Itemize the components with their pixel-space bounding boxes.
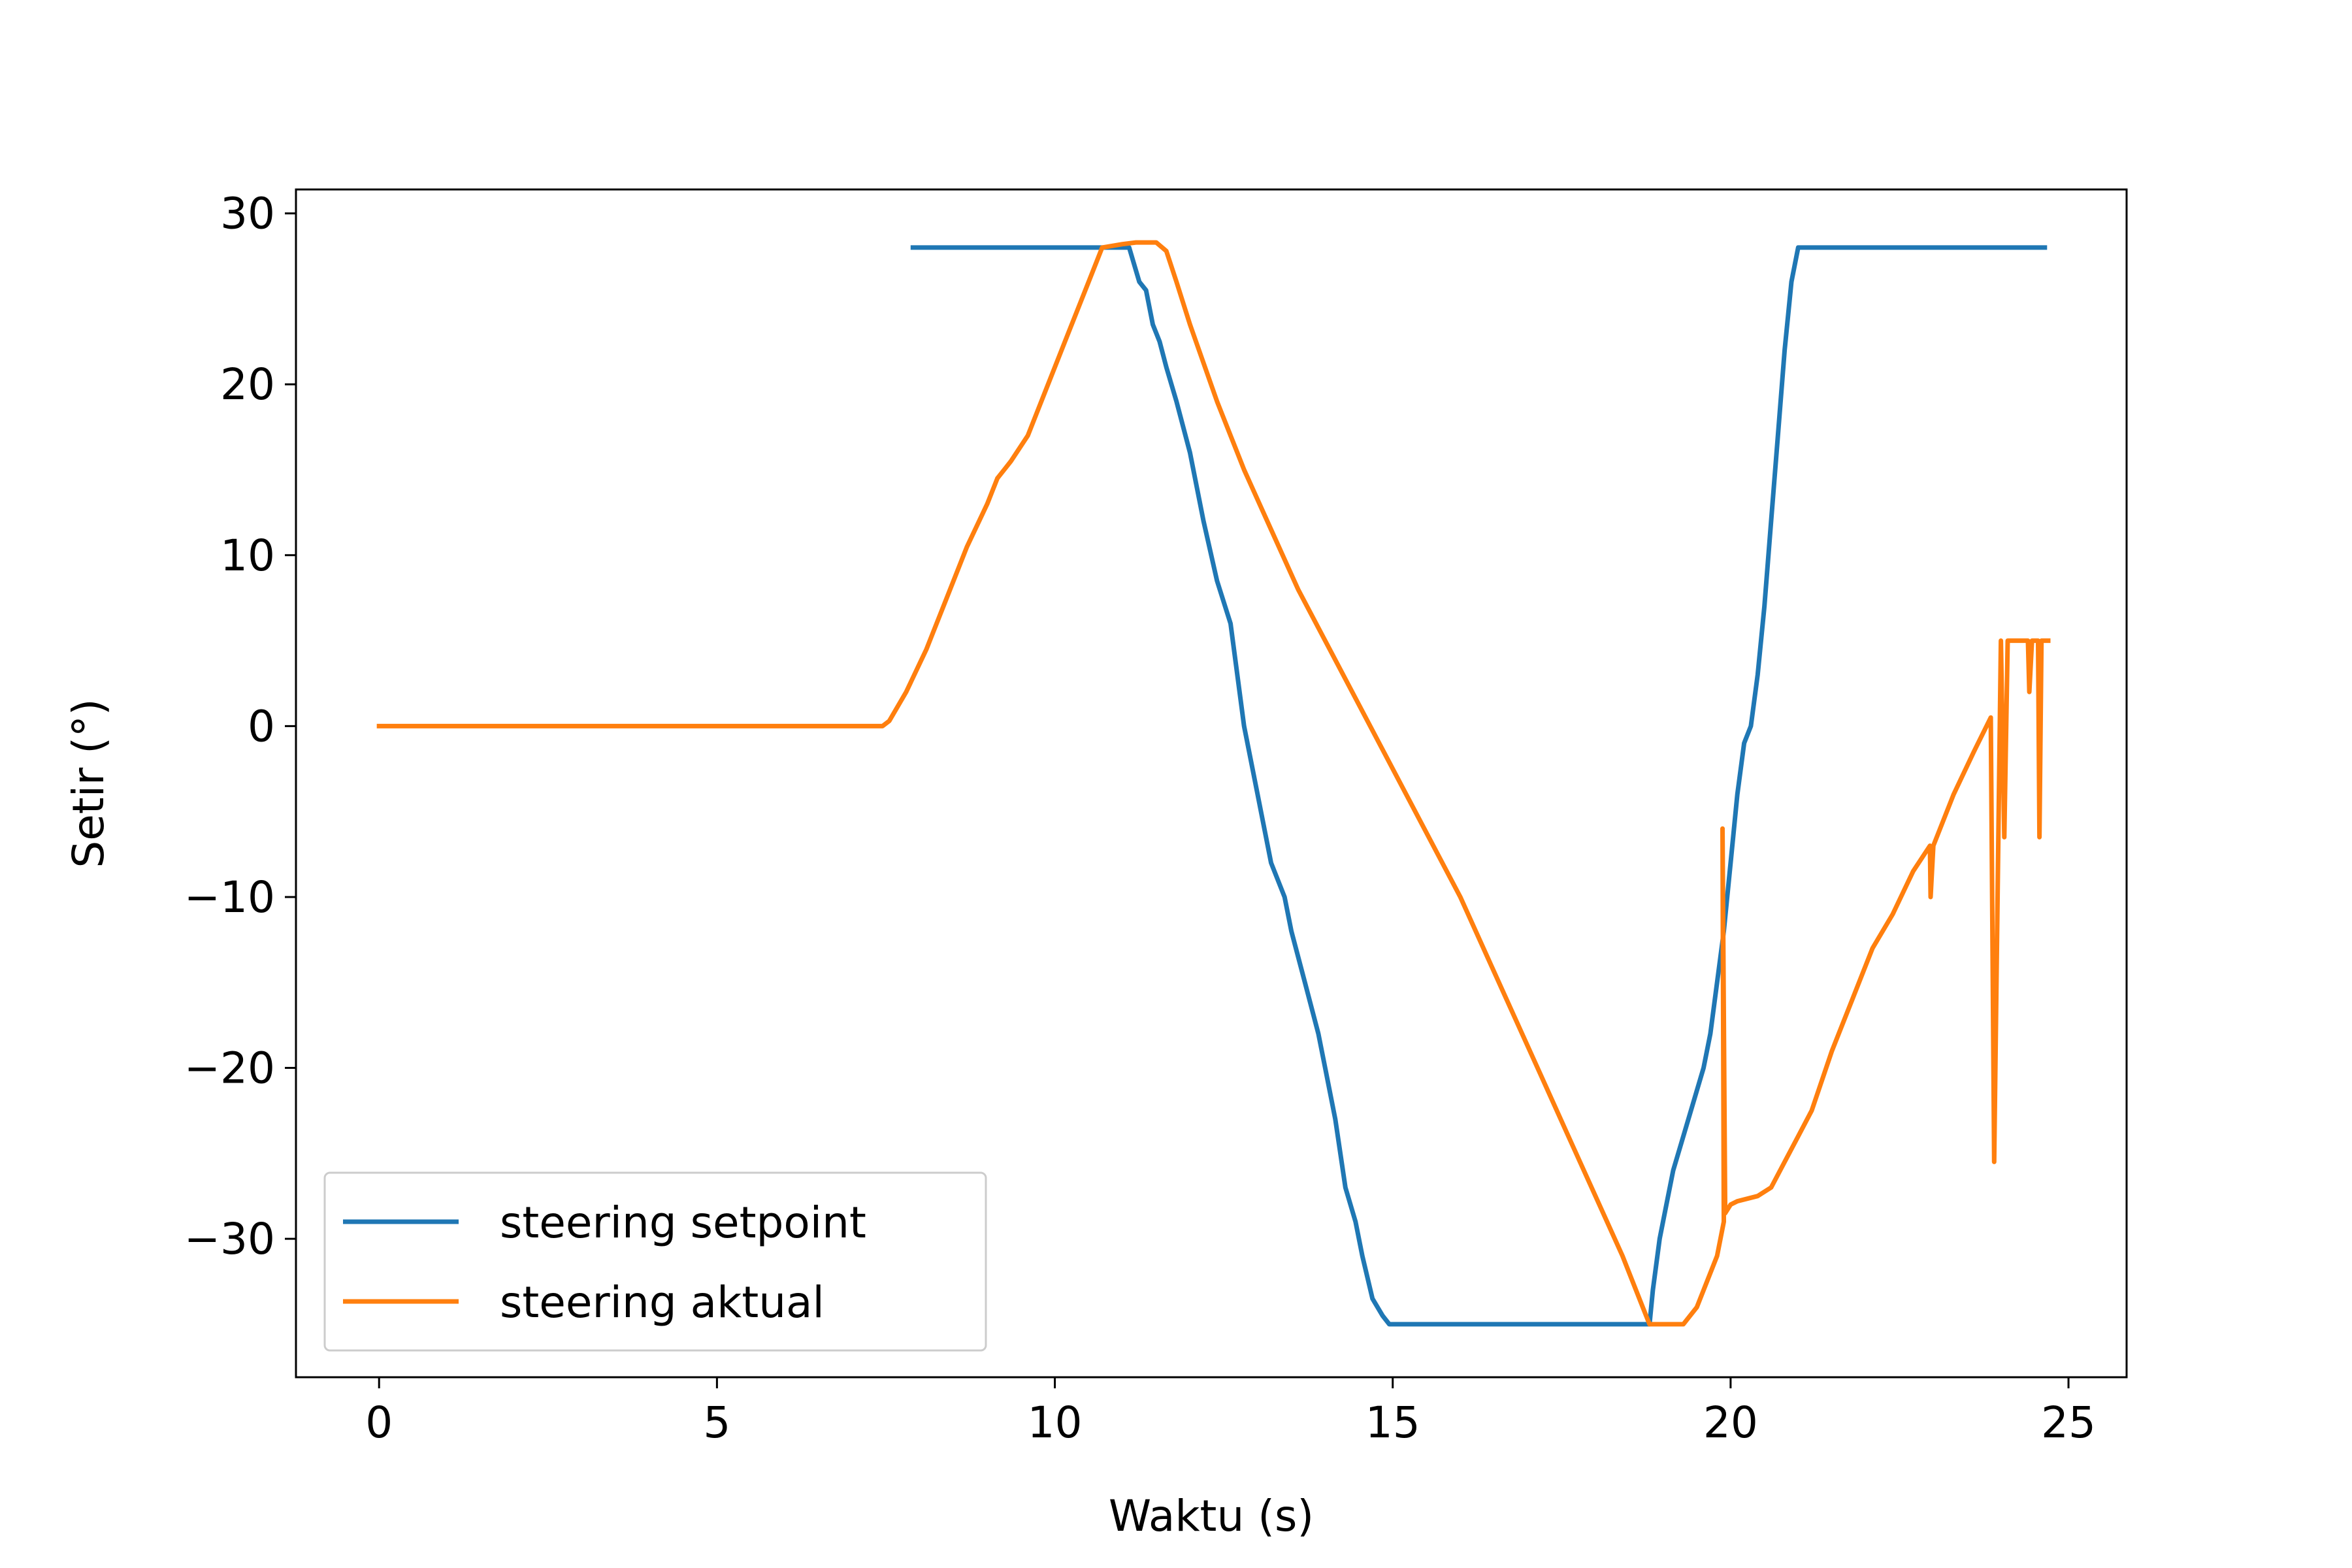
x-axis-title: Waktu (s) [1109, 1491, 1314, 1541]
legend-label-setpoint: steering setpoint [500, 1198, 866, 1248]
plot-lines [376, 240, 2051, 1327]
x-tick-label: 25 [2041, 1397, 2096, 1448]
axes-frame [295, 188, 2128, 1379]
x-axis-ticks: 0 5 10 15 20 25 [365, 1377, 2096, 1448]
y-tick-label: −30 [184, 1214, 275, 1264]
y-tick-label: 10 [220, 531, 275, 581]
x-tick-label: 20 [1703, 1397, 1758, 1448]
y-axis-ticks: 30 20 10 0 −10 −20 −30 [184, 189, 296, 1264]
y-tick-label: −10 [184, 872, 275, 923]
x-tick-label: 0 [365, 1397, 393, 1448]
legend: steering setpoint steering aktual [323, 1171, 987, 1352]
x-tick-label: 5 [703, 1397, 730, 1448]
legend-label-aktual: steering aktual [500, 1277, 825, 1328]
series-line-aktual [376, 240, 2051, 1327]
y-tick-label: 30 [220, 189, 275, 239]
x-tick-label: 10 [1028, 1397, 1083, 1448]
y-tick-label: −20 [184, 1043, 275, 1094]
y-tick-label: 20 [220, 359, 275, 410]
series-line-setpoint [910, 245, 2048, 1327]
x-tick-label: 15 [1365, 1397, 1420, 1448]
y-tick-label: 0 [248, 701, 275, 751]
y-axis-title: Setir (°) [63, 698, 114, 868]
legend-box [323, 1171, 987, 1352]
